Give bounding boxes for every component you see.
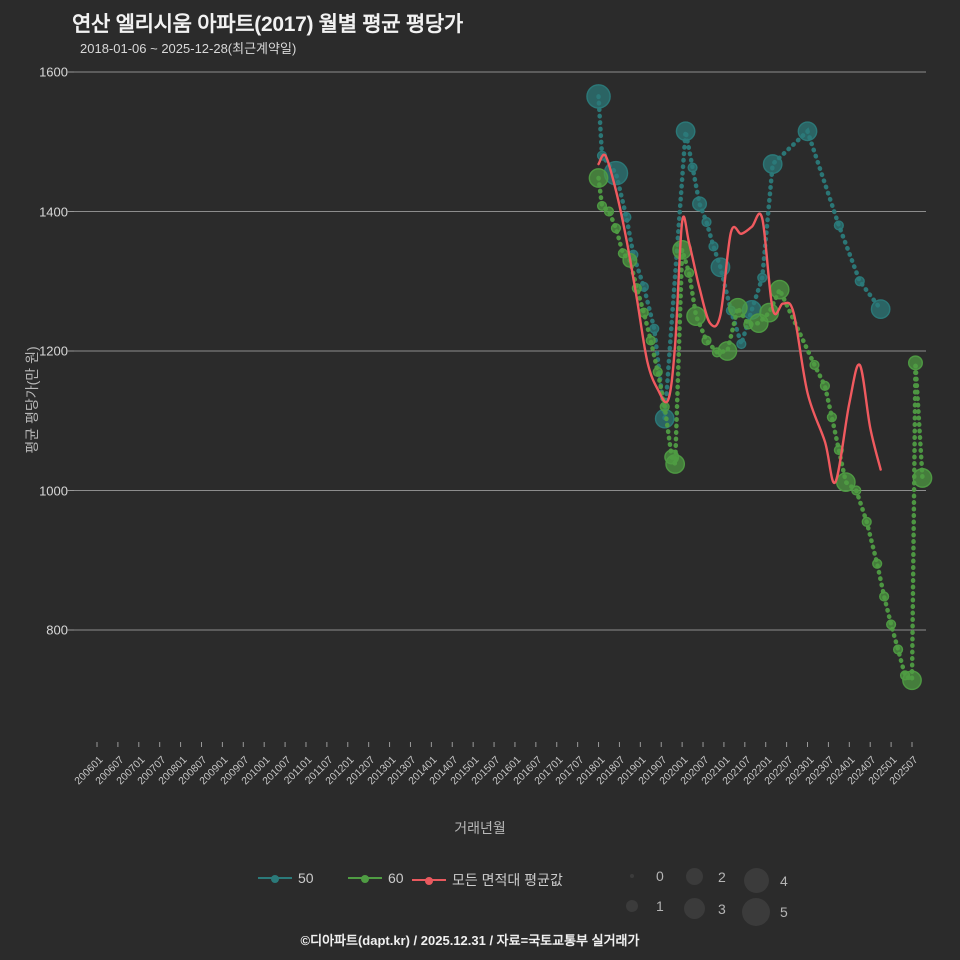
data-point <box>665 454 686 474</box>
size-legend-1: 1 <box>618 898 678 914</box>
data-point <box>819 380 831 391</box>
data-point <box>649 323 660 334</box>
size-legend-4: 4 <box>742 868 802 893</box>
data-point <box>588 168 609 188</box>
data-point <box>659 401 670 412</box>
series-line <box>597 153 882 485</box>
size-legend-5: 5 <box>742 898 802 926</box>
size-legend-label: 3 <box>718 900 726 917</box>
data-point <box>683 267 695 278</box>
legend-label: 모든 면적대 평균값 <box>452 872 563 888</box>
data-point <box>757 272 768 283</box>
data-point <box>727 297 748 318</box>
size-legend-0: 0 <box>618 868 678 884</box>
data-point <box>717 341 738 361</box>
size-legend-label: 0 <box>656 868 664 884</box>
data-point <box>769 279 790 300</box>
data-point <box>854 276 865 287</box>
data-point <box>826 412 837 423</box>
data-point <box>687 162 698 173</box>
size-legend-label: 2 <box>718 868 726 885</box>
data-point <box>701 216 712 228</box>
y-tick-800: 800 <box>46 622 68 638</box>
data-point <box>701 335 712 346</box>
size-legend-label: 4 <box>780 872 788 889</box>
size-legend-2: 2 <box>680 868 740 885</box>
data-point <box>886 619 897 630</box>
series-60 <box>588 168 933 691</box>
data-point <box>610 223 622 234</box>
data-point <box>708 241 719 252</box>
data-point <box>652 366 663 378</box>
legend-item-50[interactable]: 50 <box>258 870 314 886</box>
legend-item-60[interactable]: 60 <box>348 870 404 886</box>
y-tick-1400: 1400 <box>39 204 68 219</box>
series-50 <box>586 84 891 429</box>
series-모든 면적대 평균값 <box>597 153 882 485</box>
size-bubble-icon <box>630 874 634 878</box>
series-line <box>596 94 883 419</box>
x-axis-label: 거래년월 <box>454 820 506 836</box>
legend-swatch-icon <box>412 879 446 881</box>
data-point <box>902 670 922 691</box>
data-point <box>870 299 891 320</box>
data-point <box>736 338 747 350</box>
data-point <box>892 644 904 655</box>
data-point <box>586 84 611 109</box>
data-point <box>912 468 933 488</box>
size-bubble-icon <box>626 900 638 912</box>
data-point <box>686 306 706 327</box>
size-bubble-icon <box>685 868 703 885</box>
data-point <box>809 359 820 371</box>
data-point <box>759 302 780 323</box>
legend-item-모든 면적대 평균값[interactable]: 모든 면적대 평균값 <box>412 870 563 890</box>
data-point <box>797 121 818 142</box>
data-point <box>762 154 783 174</box>
data-point <box>645 335 656 346</box>
size-legend-label: 1 <box>656 898 664 914</box>
data-point <box>872 558 883 569</box>
data-point <box>675 121 696 142</box>
data-point <box>907 355 923 371</box>
data-point <box>861 516 872 527</box>
page-title: 연산 엘리시움 아파트(2017) 월별 평균 평당가 <box>72 13 463 36</box>
size-legend-3: 3 <box>680 898 740 919</box>
data-point <box>851 485 862 496</box>
legend-swatch-icon <box>258 877 292 879</box>
y-tick-1000: 1000 <box>39 483 68 498</box>
legend-label: 50 <box>298 870 314 886</box>
legend-label: 60 <box>388 870 404 886</box>
data-point <box>603 206 615 217</box>
size-bubble-icon <box>683 898 705 919</box>
size-legend-label: 5 <box>780 904 788 920</box>
legend-swatch-icon <box>348 877 382 879</box>
footer-credit: ©디아파트(dapt.kr) / 2025.12.31 / 자료=국토교통부 실… <box>300 933 640 948</box>
size-bubble-icon <box>743 868 769 893</box>
size-bubble-icon <box>742 898 770 926</box>
page-subtitle: 2018-01-06 ~ 2025-12-28(최근계약일) <box>80 41 297 56</box>
y-tick-1200: 1200 <box>39 343 68 359</box>
data-point <box>833 220 844 231</box>
data-point <box>596 200 608 212</box>
data-point <box>879 591 890 602</box>
data-point <box>692 196 708 212</box>
y-tick-1600: 1600 <box>39 64 68 80</box>
series-line <box>596 175 925 685</box>
